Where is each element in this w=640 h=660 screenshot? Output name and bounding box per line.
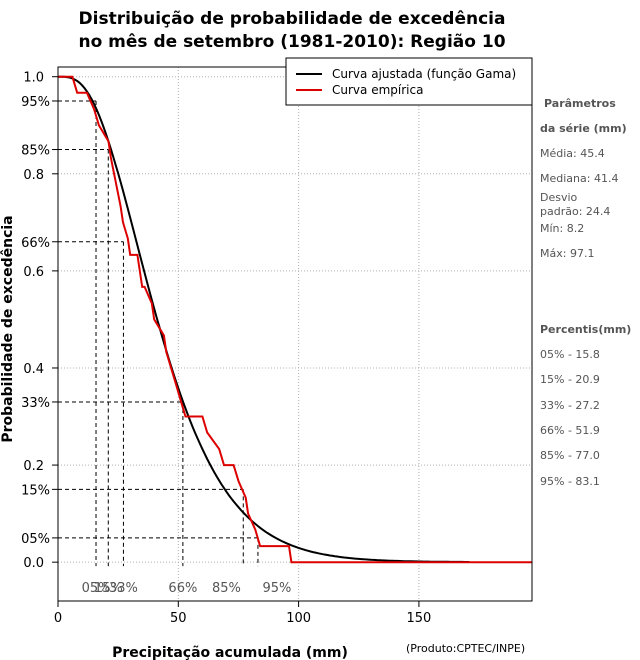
fitted-gamma-curve xyxy=(58,75,470,563)
product-credit: (Produto:CPTEC/INPE) xyxy=(406,642,525,655)
y-percent-tick-label: 05% xyxy=(21,532,50,547)
percentile-95: 95% - 83.1 xyxy=(540,475,600,488)
curves xyxy=(58,75,532,564)
y-percent-tick-label: 15% xyxy=(21,483,50,498)
stat-median: Mediana: 41.4 xyxy=(540,172,618,185)
x-axis-title: Precipitação acumulada (mm) xyxy=(112,645,348,660)
percentile-15: 15% - 20.9 xyxy=(540,373,600,386)
y-axis-title: Probabilidade de excedência xyxy=(0,215,16,442)
x-tick-label: 150 xyxy=(406,611,431,626)
legend: Curva ajustada (função Gama) Curva empír… xyxy=(285,57,533,106)
legend-label-empirical: Curva empírica xyxy=(332,83,423,97)
percentile-66: 66% - 51.9 xyxy=(540,424,600,437)
stat-stddev-line1: Desvio xyxy=(540,191,578,204)
y-percent-tick-label: 85% xyxy=(21,144,50,159)
grid xyxy=(57,67,532,601)
y-tick-label: 0.4 xyxy=(23,362,44,377)
percentile-axis-label: 05% xyxy=(82,581,111,596)
percentile-33: 33% - 27.2 xyxy=(540,399,600,412)
x-tick-label: 100 xyxy=(286,611,311,626)
legend-label-gamma: Curva ajustada (função Gama) xyxy=(332,67,516,81)
percentile-axis-label: 15% xyxy=(94,581,123,596)
x-tick-label: 0 xyxy=(54,611,62,626)
legend-box xyxy=(285,57,533,106)
chart-title-line2: no mês de setembro (1981-2010): Região 1… xyxy=(78,32,505,52)
percentile-05: 05% - 15.8 xyxy=(540,348,600,361)
percentile-axis-label: 66% xyxy=(168,581,197,596)
plot-frame xyxy=(57,66,533,602)
parameters-heading-line1: Parâmetros xyxy=(544,97,616,110)
percentile-guides xyxy=(58,100,259,567)
stat-max: Máx: 97.1 xyxy=(540,247,594,260)
percentile-axis-label: 85% xyxy=(212,581,241,596)
percentile-85: 85% - 77.0 xyxy=(540,449,600,462)
y-percent-tick-label: 33% xyxy=(21,396,50,411)
y-percent-tick-label: 95% xyxy=(21,95,50,110)
stat-mean: Média: 45.4 xyxy=(540,147,605,160)
y-tick-label: 0.6 xyxy=(23,265,44,280)
stat-min: Mín: 8.2 xyxy=(540,222,584,235)
percentile-axis-label: 95% xyxy=(263,581,292,596)
percentile-axis-label: 33% xyxy=(109,581,138,596)
y-tick-label: 0.0 xyxy=(23,556,44,571)
percentiles-panel: Percentis(mm) 05% - 15.8 15% - 20.9 33% … xyxy=(540,323,631,488)
y-tick-label: 0.8 xyxy=(23,168,44,183)
chart-title-line1: Distribuição de probabilidade de excedên… xyxy=(79,9,506,29)
stat-stddev-line2: padrão: 24.4 xyxy=(540,205,610,218)
y-tick-label: 0.2 xyxy=(23,459,44,474)
y-tick-label: 1.0 xyxy=(23,71,44,86)
series-parameters-panel: Parâmetros da série (mm) Média: 45.4 Med… xyxy=(540,97,627,260)
axes: 0 50 100 1500.00.20.40.60.81.095%85%66%33%1… xyxy=(21,71,431,626)
percentiles-heading: Percentis(mm) xyxy=(540,323,631,336)
parameters-heading-line2: da série (mm) xyxy=(540,122,627,135)
y-percent-tick-label: 66% xyxy=(21,236,50,251)
empirical-curve xyxy=(58,75,532,564)
x-tick-label: 50 xyxy=(170,611,187,626)
